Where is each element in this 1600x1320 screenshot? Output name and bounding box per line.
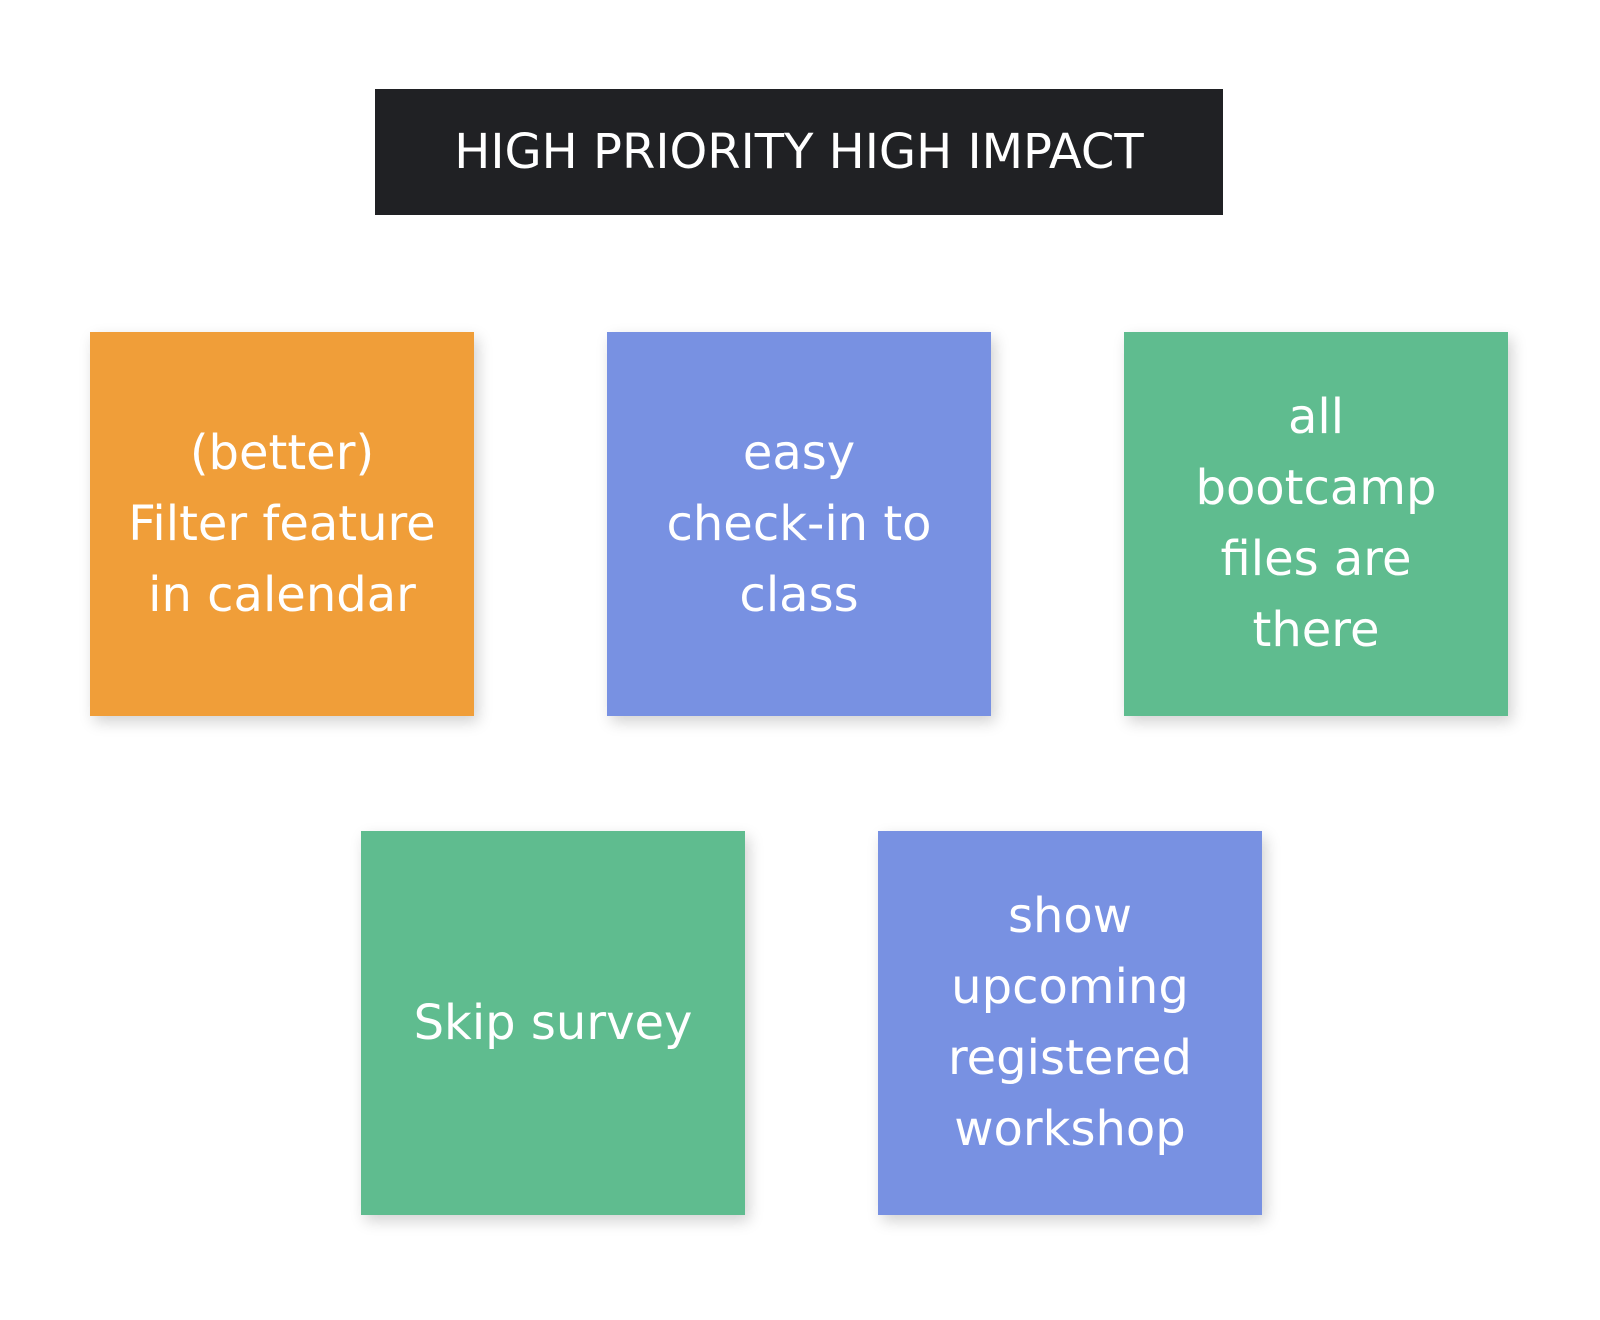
sticky-note-text: easy check-in to class [666,424,932,623]
sticky-note-bootcamp-files: all bootcamp files are there [1124,332,1508,716]
sticky-note-easy-check-in: easy check-in to class [607,332,991,716]
sticky-note-text: Skip survey [413,994,693,1051]
header-title: HIGH PRIORITY HIGH IMPACT [454,124,1144,180]
sticky-note-text: all bootcamp files are there [1195,389,1437,658]
sticky-note-text: (better) Filter feature in calendar [128,424,436,623]
sticky-note-filter-feature: (better) Filter feature in calendar [90,332,474,716]
sticky-note-upcoming-workshop: show upcoming registered workshop [878,831,1262,1215]
sticky-note-text: show upcoming registered workshop [947,888,1193,1157]
sticky-note-skip-survey: Skip survey [361,831,745,1215]
priority-header: HIGH PRIORITY HIGH IMPACT [375,89,1223,215]
